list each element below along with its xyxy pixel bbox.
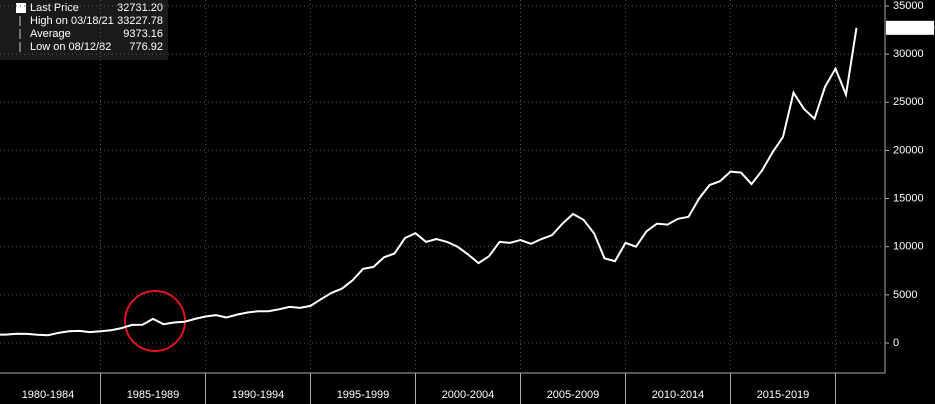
x-tick-label: 2005-2009 — [547, 389, 600, 401]
x-tick-label: 2010-2014 — [652, 389, 705, 401]
legend-value: 33227.78 — [117, 15, 163, 27]
legend-label: Average — [30, 28, 71, 40]
y-tick-label: 30000 — [893, 48, 924, 60]
y-tick-label: 0 — [893, 337, 899, 349]
x-tick-label: 1995-1999 — [337, 389, 390, 401]
x-tick-label: 1980-1984 — [22, 389, 75, 401]
x-tick-label: 1985-1989 — [127, 389, 180, 401]
legend-label: Last Price — [30, 2, 79, 14]
legend-label: Low on 08/12/82 — [30, 41, 111, 53]
y-tick-label: 25000 — [893, 96, 924, 108]
legend-value: 776.92 — [129, 41, 163, 53]
x-tick-label: 2015-2019 — [757, 389, 810, 401]
legend-value: 9373.16 — [123, 28, 163, 40]
y-tick-label: 20000 — [893, 144, 924, 156]
legend-swatch — [16, 3, 26, 13]
y-tick-label: 15000 — [893, 192, 924, 204]
y-tick-label: 5000 — [893, 289, 917, 301]
last-price-label: 32731.20 — [889, 22, 935, 34]
x-tick-label: 1990-1994 — [232, 389, 285, 401]
legend-label: High on 03/18/21 — [30, 15, 114, 27]
y-tick-label: 10000 — [893, 241, 924, 253]
last-price-tag — [886, 20, 934, 35]
price-line — [0, 27, 858, 337]
legend-value: 32731.20 — [117, 2, 163, 14]
legend-box — [0, 0, 168, 60]
y-tick-label: 35000 — [893, 0, 924, 12]
x-tick-label: 2000-2004 — [442, 389, 495, 401]
